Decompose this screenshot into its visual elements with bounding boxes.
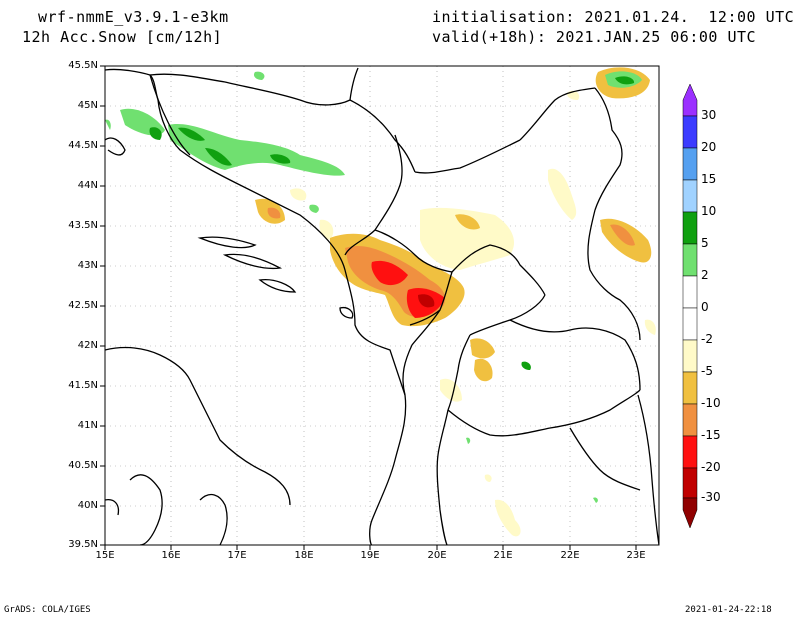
lat-label: 40N — [77, 500, 98, 511]
colorbar-swatch — [682, 371, 698, 405]
axis-ticks — [100, 65, 637, 550]
colorbar-swatch — [682, 83, 698, 117]
colorbar-swatch — [682, 497, 698, 529]
colorbar-label: -15 — [701, 428, 721, 442]
lon-label: 21E — [493, 550, 513, 561]
lat-label: 41.5N — [68, 380, 98, 391]
lon-label: 23E — [626, 550, 646, 561]
colorbar-label: -2 — [701, 332, 713, 346]
colorbar-label: 10 — [701, 204, 717, 218]
valid-time: valid(+18h): 2021.JAN.25 06:00 UTC — [432, 28, 757, 46]
colorbar-label: -5 — [701, 364, 713, 378]
colorbar-label: 5 — [701, 236, 709, 250]
colorbar-swatch — [682, 339, 698, 373]
lat-label: 43N — [77, 260, 98, 271]
lon-label: 22E — [560, 550, 580, 561]
lat-label: 39.5N — [68, 539, 98, 550]
lat-label: 45N — [77, 100, 98, 111]
colorbar-swatch — [682, 275, 698, 309]
colorbar-label: 2 — [701, 268, 709, 282]
coastlines-borders — [105, 67, 659, 545]
lon-label: 18E — [294, 550, 314, 561]
lat-label: 41N — [77, 420, 98, 431]
lat-label: 42N — [77, 340, 98, 351]
colorbar-swatch — [682, 147, 698, 181]
colorbar-swatch — [682, 435, 698, 469]
lat-label: 43.5N — [68, 220, 98, 231]
model-title: wrf-nmmE_v3.9.1-e3km — [38, 8, 229, 26]
lon-label: 19E — [360, 550, 380, 561]
colorbar-swatch — [682, 115, 698, 149]
colorbar-label: 15 — [701, 172, 717, 186]
field-title: 12h Acc.Snow [cm/12h] — [22, 28, 223, 46]
lon-label: 16E — [161, 550, 181, 561]
colorbar-swatch — [682, 211, 698, 245]
lat-label: 40.5N — [68, 460, 98, 471]
footer-timestamp: 2021-01-24-22:18 — [685, 605, 772, 615]
lat-label: 42.5N — [68, 300, 98, 311]
footer-credit: GrADS: COLA/IGES — [4, 605, 91, 615]
colorbar-swatch — [682, 307, 698, 341]
colorbar-swatch — [682, 179, 698, 213]
lon-label: 17E — [227, 550, 247, 561]
colorbar-label: -10 — [701, 396, 721, 410]
lat-label: 44N — [77, 180, 98, 191]
colorbar-label: 0 — [701, 300, 709, 314]
lat-label: 44.5N — [68, 140, 98, 151]
colorbar-label: 30 — [701, 108, 717, 122]
colorbar — [682, 83, 698, 529]
colorbar-swatch — [682, 467, 698, 499]
colorbar-swatch — [682, 243, 698, 277]
colorbar-swatch — [682, 403, 698, 437]
colorbar-label: -30 — [701, 490, 721, 504]
colorbar-label: 20 — [701, 140, 717, 154]
lon-label: 20E — [427, 550, 447, 561]
init-time: initialisation: 2021.01.24. 12:00 UTC — [432, 8, 795, 26]
snow-field — [105, 67, 656, 537]
lon-label: 15E — [95, 550, 115, 561]
lat-label: 45.5N — [68, 60, 98, 71]
colorbar-label: -20 — [701, 460, 721, 474]
